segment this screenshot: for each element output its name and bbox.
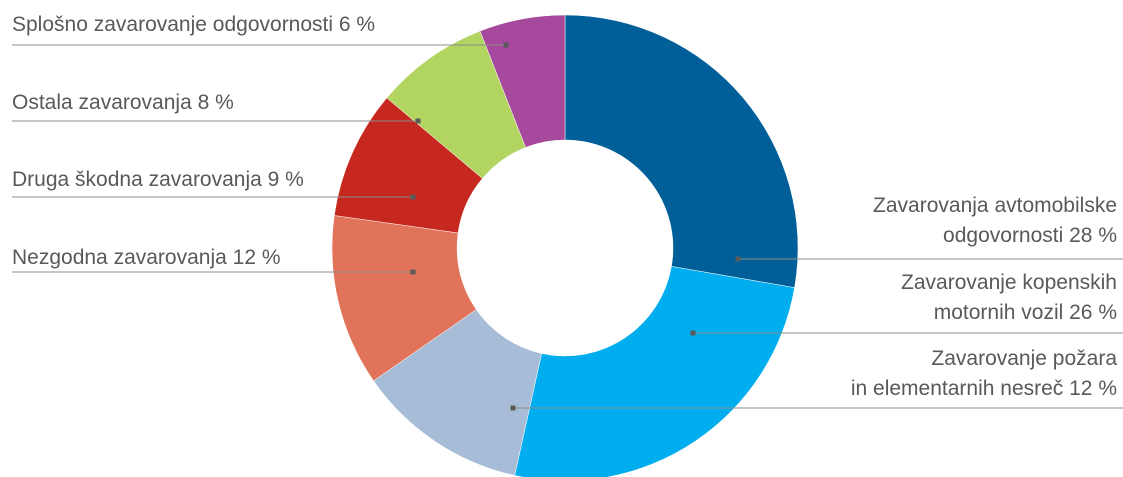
donut-slice xyxy=(514,266,795,477)
donut-slice xyxy=(564,14,799,288)
slice-label: motornih vozil 26 % xyxy=(934,301,1117,324)
slice-label-group: Splošno zavarovanje odgovornosti 6 % xyxy=(12,13,509,48)
slice-label-group: Zavarovanje požara in elementarnih nesreč… xyxy=(510,347,1123,411)
slice-label: Ostala zavarovanja 8 % xyxy=(12,91,234,114)
slice-label-group: Zavarovanje kopenskih motornih vozil 26 % xyxy=(690,271,1123,336)
leader-dot xyxy=(735,256,741,262)
slice-label: Splošno zavarovanje odgovornosti 6 % xyxy=(12,13,375,36)
slice-label: Druga škodna zavarovanja 9 % xyxy=(12,168,304,191)
slice-label-group: Ostala zavarovanja 8 % xyxy=(12,91,421,124)
slice-label: Nezgodna zavarovanja 12 % xyxy=(12,246,281,269)
slice-label: Zavarovanja avtomobilske xyxy=(873,194,1117,217)
slice-label: odgovornosti 28 % xyxy=(943,224,1117,247)
slice-label-group: Nezgodna zavarovanja 12 % xyxy=(12,246,416,275)
donut-slice xyxy=(479,14,566,148)
leader-dot xyxy=(410,269,416,275)
leader-dot xyxy=(510,405,516,411)
leader-dot xyxy=(410,194,416,200)
slice-label: in elementarnih nesreč 12 % xyxy=(851,377,1117,400)
leader-dot xyxy=(415,118,421,124)
leader-dot xyxy=(690,330,696,336)
leader-dot xyxy=(503,42,509,48)
slice-label: Zavarovanje kopenskih xyxy=(901,271,1117,294)
slice-label: Zavarovanje požara xyxy=(931,347,1117,370)
slice-label-group: Druga škodna zavarovanja 9 % xyxy=(12,168,416,200)
slice-label-group: Zavarovanja avtomobilske odgovornosti 28 … xyxy=(735,194,1123,262)
